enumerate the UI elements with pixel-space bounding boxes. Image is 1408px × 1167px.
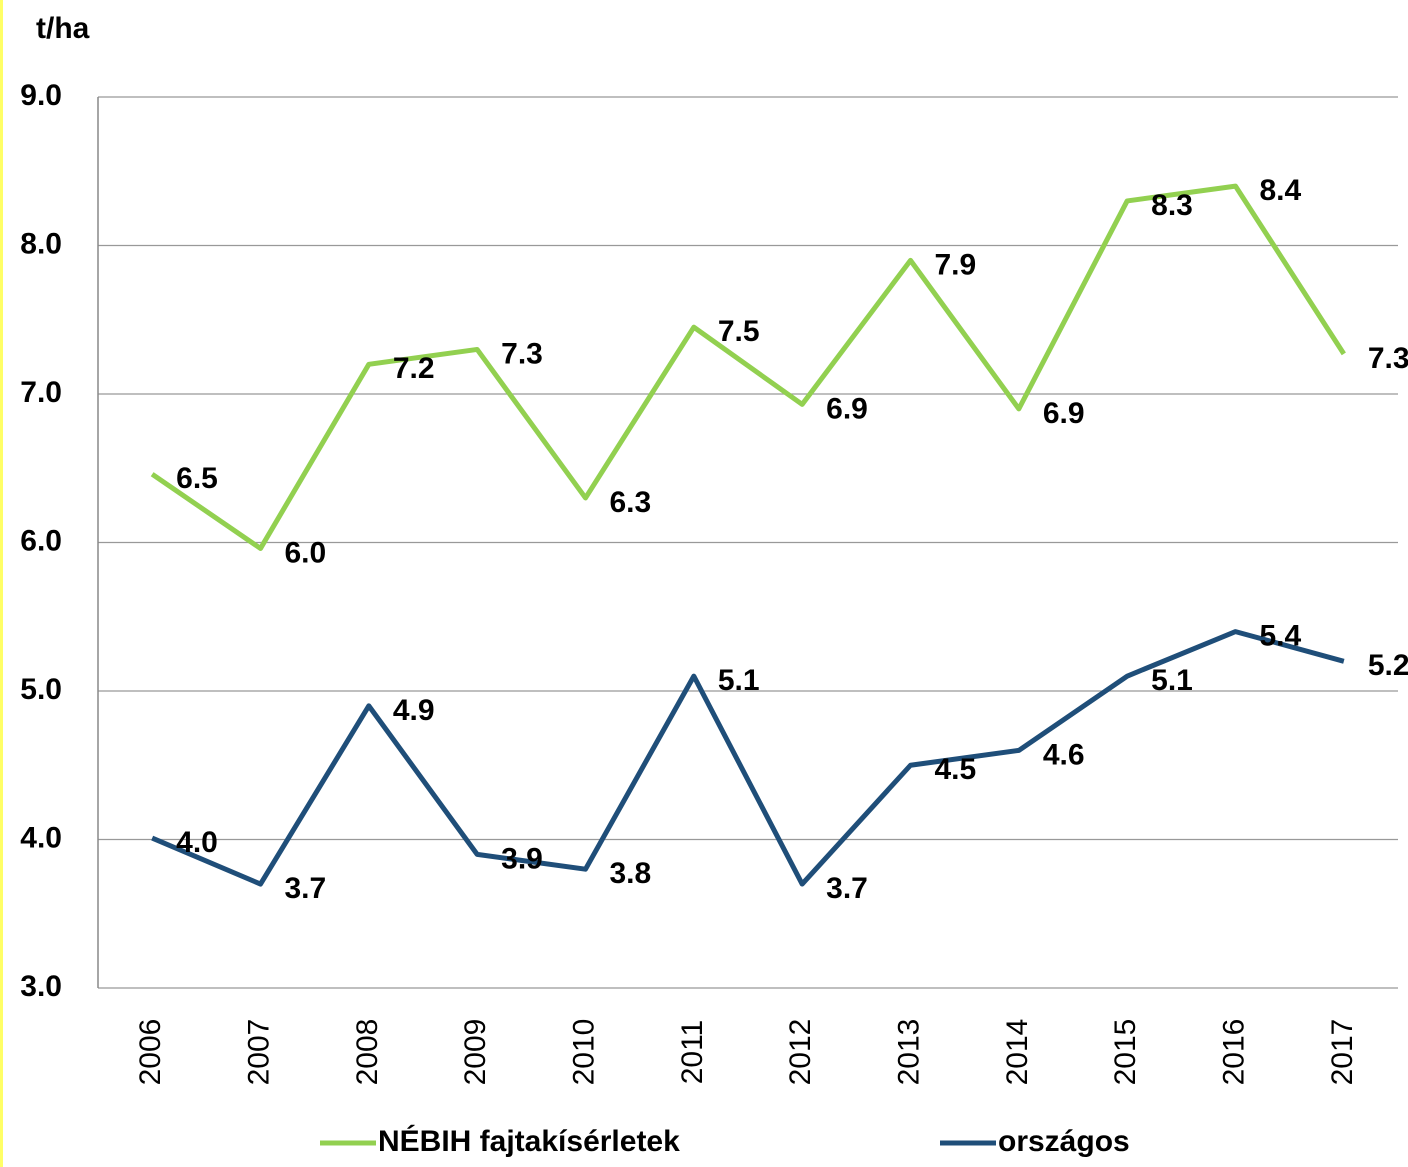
x-tick-label: 2009 xyxy=(459,1019,492,1086)
x-tick-label: 2013 xyxy=(892,1019,925,1086)
series-line xyxy=(150,183,1346,551)
y-tick-label: 4.0 xyxy=(20,821,62,854)
data-label: 3.8 xyxy=(610,857,652,890)
data-label: 6.9 xyxy=(1043,397,1085,430)
y-tick-label: 5.0 xyxy=(20,673,62,706)
legend-label: NÉBIH fajtakísérletek xyxy=(378,1124,680,1158)
data-label: 8.3 xyxy=(1151,189,1193,222)
data-label: 4.6 xyxy=(1043,738,1085,771)
legend-label: országos xyxy=(998,1125,1130,1158)
data-label: 4.5 xyxy=(935,753,977,786)
x-tick-label: 2015 xyxy=(1109,1019,1142,1086)
data-label: 7.5 xyxy=(718,315,760,348)
data-label: 4.9 xyxy=(393,694,435,727)
y-tick-label: 6.0 xyxy=(20,524,62,557)
data-label: 8.4 xyxy=(1260,174,1302,207)
data-label: 3.7 xyxy=(826,872,868,905)
data-label: 6.9 xyxy=(826,392,868,425)
x-tick-label: 2008 xyxy=(351,1019,384,1086)
series-line xyxy=(151,629,1345,887)
data-label: 6.0 xyxy=(285,536,327,569)
data-label: 7.3 xyxy=(1368,342,1408,375)
x-tick-label: 2007 xyxy=(242,1019,275,1086)
y-tick-label: 9.0 xyxy=(20,79,62,112)
data-label: 4.0 xyxy=(176,826,218,859)
data-label: 3.9 xyxy=(501,842,543,875)
y-tick-label: 3.0 xyxy=(20,970,62,1003)
y-tick-label: 8.0 xyxy=(20,227,62,260)
x-tick-label: 2006 xyxy=(134,1019,167,1086)
data-label: 5.1 xyxy=(718,664,760,697)
x-tick-label: 2017 xyxy=(1326,1019,1359,1086)
x-tick-label: 2011 xyxy=(676,1020,709,1085)
data-label: 5.2 xyxy=(1368,649,1408,682)
x-tick-label: 2014 xyxy=(1001,1019,1034,1086)
data-label: 5.4 xyxy=(1260,620,1302,653)
data-label: 5.1 xyxy=(1151,664,1193,697)
data-label: 6.3 xyxy=(610,486,652,519)
data-label: 7.3 xyxy=(501,337,543,370)
x-tick-label: 2012 xyxy=(784,1019,817,1086)
y-axis-label: t/ha xyxy=(36,12,90,45)
edge-strip xyxy=(0,0,3,1167)
data-label: 7.2 xyxy=(393,352,435,385)
data-label: 7.9 xyxy=(935,248,977,281)
y-tick-label: 7.0 xyxy=(20,376,62,409)
data-label: 6.5 xyxy=(176,462,218,495)
data-label: 3.7 xyxy=(285,872,327,905)
x-tick-label: 2010 xyxy=(567,1019,600,1086)
x-tick-label: 2016 xyxy=(1217,1019,1250,1086)
